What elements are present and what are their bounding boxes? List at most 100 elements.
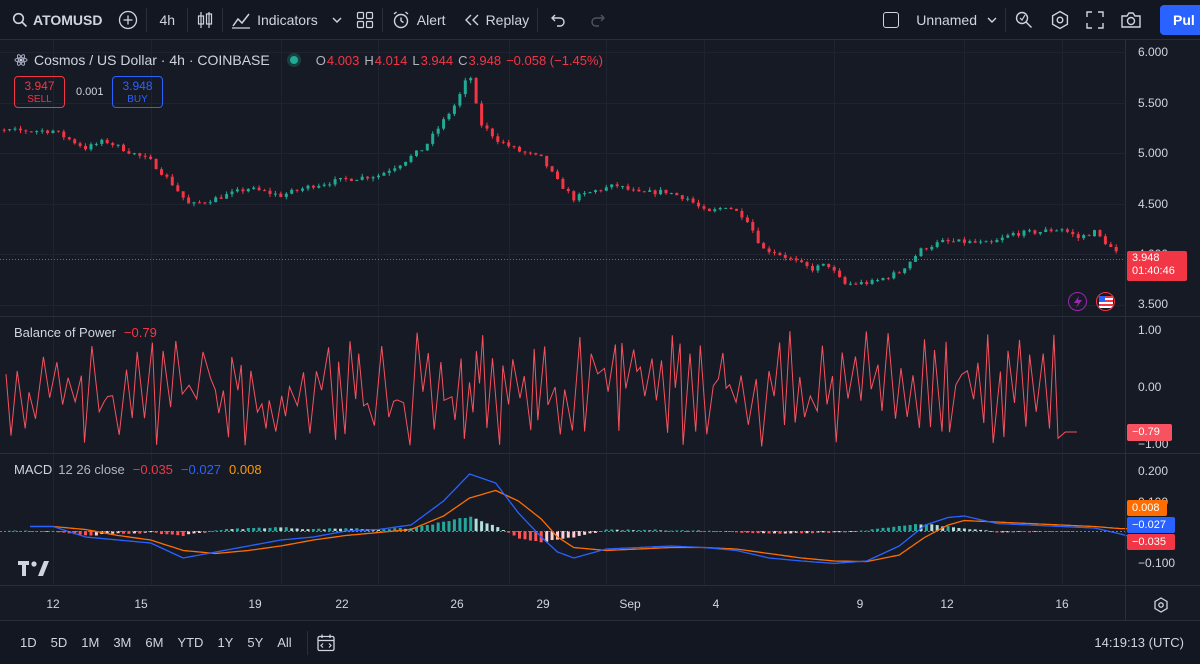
range-5y[interactable]: 5Y: [247, 635, 264, 650]
candle-down: [653, 190, 657, 195]
redo-icon: [591, 14, 606, 27]
macd-histogram-bar: [458, 518, 462, 531]
macd-histogram-bar: [214, 530, 218, 532]
macd-histogram-bar: [176, 531, 180, 536]
time-axis-label: 9: [856, 597, 864, 611]
layout-checkbox[interactable]: [883, 11, 900, 28]
quick-search-button[interactable]: [1006, 0, 1042, 40]
settings-button[interactable]: [1042, 0, 1078, 40]
macd-histogram-bar: [355, 528, 359, 531]
chart-area[interactable]: Cosmos / US Dollar · 4h · COINBASE O 4.00…: [0, 40, 1200, 620]
candle-down: [990, 241, 993, 243]
macd-histogram-bar: [149, 531, 153, 533]
us-flag-icon[interactable]: [1096, 292, 1115, 311]
sell-button[interactable]: 3.947 SELL: [14, 76, 65, 108]
macd-histogram-bar: [420, 526, 424, 531]
last-price: 3.948: [1132, 252, 1160, 264]
candle-down: [973, 241, 977, 243]
spread-value: 0.001: [76, 86, 104, 98]
candle-up: [436, 128, 440, 134]
bop-title[interactable]: Balance of Power: [14, 325, 116, 340]
macd-histogram-bar: [322, 529, 326, 531]
chart-canvas[interactable]: [0, 40, 1200, 620]
compare-symbol-button[interactable]: [110, 0, 146, 40]
macd-histogram-bar: [469, 516, 473, 531]
range-1y[interactable]: 1Y: [217, 635, 234, 650]
indicators-button[interactable]: Indicators: [223, 0, 326, 40]
candle-up: [230, 191, 234, 195]
buy-button[interactable]: 3.948 BUY: [112, 76, 163, 108]
range-3m[interactable]: 3M: [113, 635, 132, 650]
candle-up: [339, 178, 342, 180]
macd-histogram-bar: [848, 531, 852, 532]
calendar-range-icon[interactable]: [316, 633, 336, 653]
candle-up: [984, 241, 988, 243]
bop-value: −0.79: [123, 325, 157, 340]
macd-histogram-bar: [474, 518, 478, 531]
candle-down: [181, 191, 185, 198]
alert-button[interactable]: Alert: [383, 0, 454, 40]
candle-up: [382, 172, 386, 176]
symbol-search[interactable]: ATOMUSD: [0, 0, 110, 40]
chart-type-button[interactable]: [188, 0, 222, 40]
macd-histogram-bar: [556, 531, 559, 540]
macd-histogram-bar: [876, 528, 880, 531]
candle-down: [111, 143, 115, 146]
symbol-title[interactable]: Cosmos / US Dollar · 4h · COINBASE: [34, 52, 270, 68]
candle-down: [800, 260, 804, 263]
range-1m[interactable]: 1M: [81, 635, 100, 650]
candle-up: [100, 139, 104, 144]
range-all[interactable]: All: [277, 635, 292, 650]
candle-up: [713, 209, 717, 212]
utc-clock[interactable]: 14:19:13 (UTC): [1094, 635, 1184, 650]
fullscreen-button[interactable]: [1078, 0, 1112, 40]
macd-legend: MACD 12 26 close −0.035 −0.027 0.008: [14, 462, 262, 477]
range-6m[interactable]: 6M: [145, 635, 164, 650]
candle-up: [225, 194, 229, 199]
candle-up: [469, 78, 473, 81]
macd-histogram-bar: [789, 531, 793, 534]
macd-histogram-bar: [751, 531, 755, 534]
grid-icon: [356, 11, 373, 28]
snapshot-button[interactable]: [1112, 0, 1150, 40]
candle-down: [545, 155, 549, 167]
macd-histogram-bar: [615, 529, 619, 531]
macd-histogram-bar: [56, 531, 60, 533]
macd-histogram-bar: [811, 531, 814, 534]
replay-button[interactable]: Replay: [454, 0, 538, 40]
candle-up: [409, 155, 413, 162]
macd-histogram-bar: [13, 530, 17, 532]
candle-down: [62, 131, 66, 138]
axis-settings-icon[interactable]: [1153, 597, 1169, 613]
layout-grid-button[interactable]: [348, 0, 382, 40]
candle-up: [1000, 237, 1004, 241]
lightning-icon[interactable]: [1068, 292, 1087, 311]
macd-line: [30, 473, 1141, 565]
publish-button[interactable]: Pul: [1160, 4, 1200, 35]
macd-histogram-bar: [452, 519, 456, 531]
range-ytd[interactable]: YTD: [177, 635, 204, 650]
camera-icon: [1121, 11, 1141, 28]
layout-name-button[interactable]: Unnamed: [875, 0, 1005, 40]
redo-button[interactable]: [578, 0, 618, 40]
time-axis-label: 19: [248, 597, 262, 611]
macd-title[interactable]: MACD: [14, 462, 53, 477]
candle-up: [208, 202, 212, 204]
range-1d[interactable]: 1D: [20, 635, 37, 650]
macd-histogram-bar: [398, 528, 402, 531]
macd-histogram-bar: [447, 521, 451, 531]
interval-button[interactable]: 4h: [147, 0, 187, 40]
macd-histogram-bar: [908, 525, 912, 531]
range-5d[interactable]: 5D: [50, 635, 68, 650]
macd-histogram-bar: [935, 525, 939, 531]
macd-histogram-bar: [838, 531, 842, 533]
macd-histogram-bar: [1000, 531, 1004, 533]
macd-histogram-bar: [642, 529, 646, 531]
candle-up: [371, 177, 375, 179]
indicators-templates-dropdown[interactable]: [326, 0, 348, 40]
undo-button[interactable]: [538, 0, 578, 40]
macd-histogram-bar: [252, 528, 256, 531]
market-open-dot: [289, 56, 298, 64]
candle-down: [2, 129, 6, 131]
candle-down: [1033, 230, 1037, 234]
